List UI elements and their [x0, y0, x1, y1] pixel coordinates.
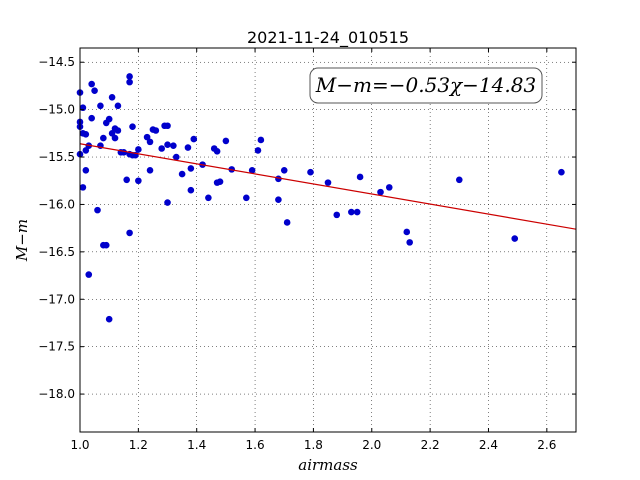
data-point — [143, 133, 151, 141]
data-point — [105, 115, 113, 123]
grid — [79, 48, 576, 432]
y-tick-label: −16.5 — [38, 245, 75, 259]
data-point — [111, 134, 119, 142]
data-point — [108, 130, 116, 137]
chart-title: 2021-11-24_010515 — [247, 28, 409, 48]
y-tick-label: −14.5 — [38, 55, 75, 69]
x-tick-label: 1.0 — [70, 438, 89, 452]
fit-line-group — [79, 143, 577, 230]
data-point — [100, 134, 107, 142]
data-point — [222, 137, 230, 145]
data-points — [76, 73, 565, 323]
data-point — [275, 196, 282, 204]
data-point — [135, 146, 142, 153]
x-axis-label: airmass — [298, 456, 358, 474]
data-point — [248, 167, 256, 174]
x-tick-label: 1.6 — [246, 438, 265, 452]
data-point — [356, 173, 364, 181]
data-point — [126, 229, 133, 237]
data-point — [324, 179, 332, 186]
data-point — [129, 123, 136, 130]
data-point — [97, 102, 104, 110]
axis-ticks: 1.0 1.2 1.4 1.6 1.8 2.0 2.2 2.4 2.6 −14.5 −15.0 −15… — [38, 48, 576, 452]
data-point — [455, 176, 463, 184]
data-point — [190, 135, 198, 143]
data-point — [85, 271, 93, 278]
data-point — [280, 167, 288, 174]
data-point — [187, 186, 195, 194]
data-point — [511, 235, 519, 242]
data-point — [243, 194, 250, 202]
x-tick-label: 1.8 — [304, 438, 323, 452]
data-point — [94, 206, 101, 214]
data-point — [82, 147, 90, 154]
y-tick-label: −16.0 — [38, 197, 75, 211]
data-point — [88, 80, 95, 88]
data-point — [170, 142, 177, 149]
y-tick-label: −15.0 — [38, 103, 75, 117]
data-point — [348, 208, 355, 216]
data-point — [257, 136, 265, 144]
data-point — [307, 168, 314, 176]
data-point — [82, 167, 90, 174]
data-point — [205, 194, 212, 202]
data-point — [126, 78, 133, 86]
x-tick-label: 1.4 — [187, 438, 206, 452]
data-point — [114, 102, 122, 110]
y-tick-label: −17.5 — [38, 340, 75, 354]
y-tick-label: −18.0 — [38, 387, 75, 401]
data-point — [164, 122, 171, 130]
data-point — [164, 199, 171, 206]
data-point — [333, 211, 341, 219]
data-point — [353, 208, 361, 216]
data-point — [91, 87, 98, 94]
x-tick-label: 1.2 — [129, 438, 148, 452]
data-point — [146, 138, 154, 146]
data-point — [123, 176, 130, 184]
data-point — [558, 168, 565, 176]
data-point — [114, 127, 122, 134]
fit-line — [79, 143, 577, 230]
data-point — [216, 178, 224, 185]
y-tick-label: −15.5 — [38, 150, 75, 164]
fit-equation: M−m=−0.53χ−14.83 — [315, 73, 536, 97]
data-point — [108, 94, 116, 101]
data-point — [88, 114, 95, 122]
data-point — [158, 145, 165, 152]
plot-frame — [79, 47, 577, 433]
data-point — [406, 239, 413, 246]
annotation-box — [309, 67, 543, 104]
data-point — [105, 315, 113, 323]
data-point — [184, 144, 192, 151]
fit-annotation: M−m=−0.53χ−14.83 — [309, 67, 543, 104]
data-point — [126, 73, 133, 80]
x-tick-label: 2.4 — [479, 438, 498, 452]
data-point — [102, 241, 110, 249]
data-point — [135, 177, 142, 185]
data-point — [283, 219, 291, 226]
data-point — [377, 188, 384, 196]
y-tick-label: −17.0 — [38, 292, 75, 306]
plot-area — [80, 48, 576, 432]
data-point — [178, 170, 186, 178]
x-tick-label: 2.0 — [362, 438, 381, 452]
data-point — [164, 141, 171, 149]
data-point — [82, 130, 90, 138]
data-point — [146, 167, 154, 174]
data-point — [254, 147, 262, 154]
data-point — [213, 148, 221, 155]
data-point — [187, 165, 195, 172]
y-axis-label: M−m — [13, 219, 31, 262]
data-point — [172, 153, 180, 161]
data-point — [403, 228, 411, 236]
data-point — [79, 184, 87, 191]
data-point — [385, 184, 393, 191]
x-tick-label: 2.6 — [537, 438, 556, 452]
data-point — [152, 127, 160, 134]
x-tick-label: 2.2 — [421, 438, 440, 452]
